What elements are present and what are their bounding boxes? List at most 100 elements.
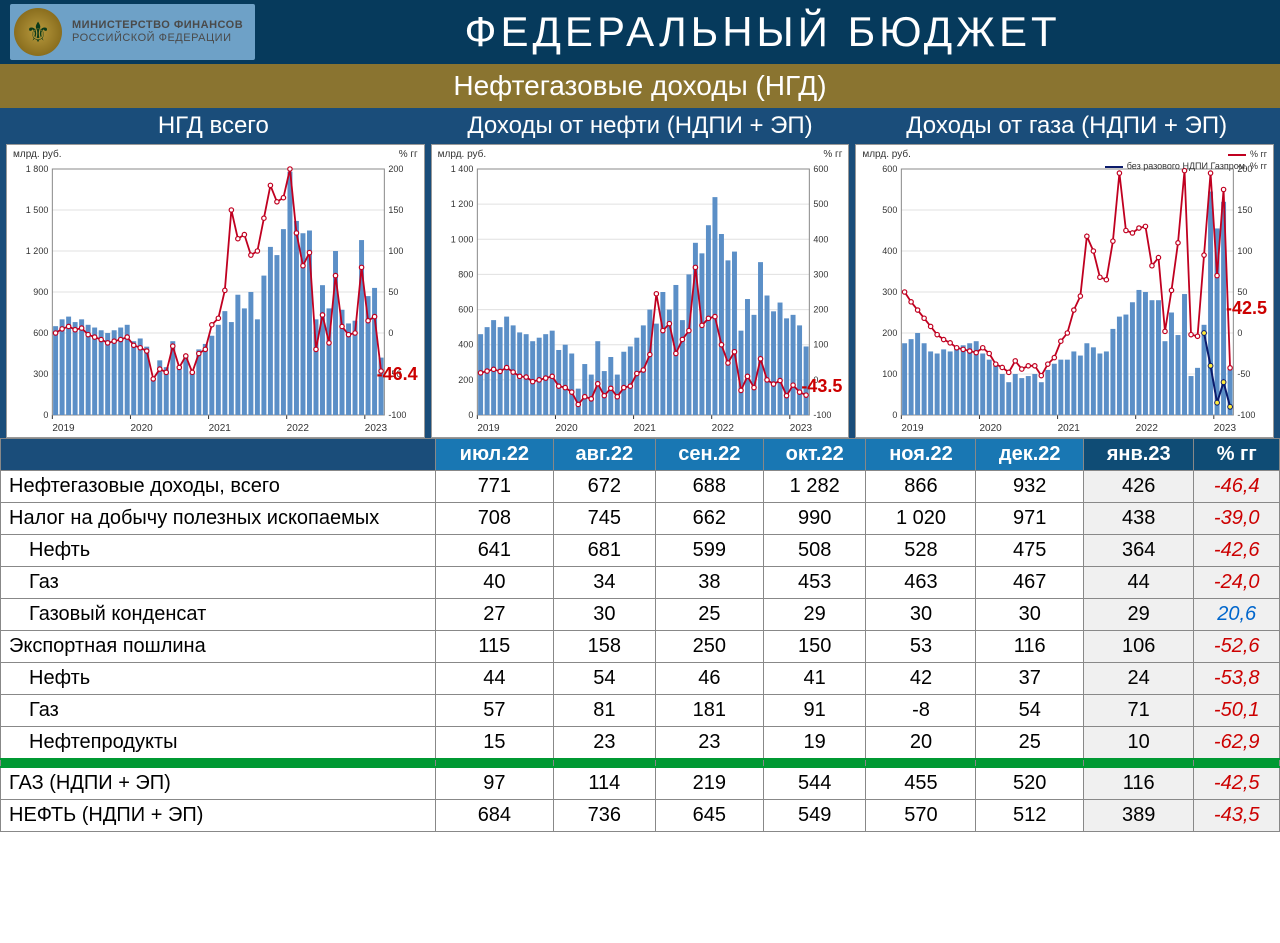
cell: 866 bbox=[866, 471, 976, 503]
chart-title-1: НГД всего bbox=[0, 112, 427, 140]
cell: 27 bbox=[435, 599, 553, 631]
svg-text:1 200: 1 200 bbox=[26, 246, 49, 256]
cell: 91 bbox=[763, 695, 866, 727]
table-row: Газ578118191-85471-50,1 bbox=[1, 695, 1280, 727]
table-row: Газ40343845346346744-24,0 bbox=[1, 567, 1280, 599]
row-label: ГАЗ (НДПИ + ЭП) bbox=[1, 767, 436, 800]
svg-text:-50: -50 bbox=[1238, 369, 1251, 379]
table-row: Нефть641681599508528475364-42,6 bbox=[1, 535, 1280, 567]
pct-cell: -62,9 bbox=[1194, 727, 1280, 760]
row-label: Нефтегазовые доходы, всего bbox=[1, 471, 436, 503]
table-row: Газовый конденсат2730252930302920,6 bbox=[1, 599, 1280, 631]
cell: 426 bbox=[1083, 471, 1193, 503]
header: ⚜ МИНИСТЕРСТВО ФИНАНСОВ РОССИЙСКОЙ ФЕДЕР… bbox=[0, 0, 1280, 64]
svg-text:300: 300 bbox=[813, 269, 828, 279]
svg-text:-100: -100 bbox=[388, 410, 406, 420]
cell: 455 bbox=[866, 767, 976, 800]
cell: 684 bbox=[435, 800, 553, 832]
svg-text:1 400: 1 400 bbox=[450, 164, 473, 174]
cell: 15 bbox=[435, 727, 553, 760]
cell: 736 bbox=[553, 800, 655, 832]
svg-text:600: 600 bbox=[33, 328, 48, 338]
cell: 30 bbox=[553, 599, 655, 631]
pct-cell: -53,8 bbox=[1194, 663, 1280, 695]
svg-text:400: 400 bbox=[883, 246, 898, 256]
chart-svg: 03006009001 2001 5001 800-100-5005010015… bbox=[7, 145, 424, 437]
cell: 645 bbox=[655, 800, 763, 832]
svg-text:2021: 2021 bbox=[1058, 423, 1081, 434]
cell: 771 bbox=[435, 471, 553, 503]
cell: 512 bbox=[976, 800, 1083, 832]
cell: 932 bbox=[976, 471, 1083, 503]
table-header: % гг bbox=[1194, 439, 1280, 471]
page: ⚜ МИНИСТЕРСТВО ФИНАНСОВ РОССИЙСКОЙ ФЕДЕР… bbox=[0, 0, 1280, 943]
svg-text:1 000: 1 000 bbox=[450, 234, 473, 244]
svg-text:100: 100 bbox=[1238, 246, 1253, 256]
svg-text:600: 600 bbox=[458, 305, 473, 315]
table-row: ГАЗ (НДПИ + ЭП)97114219544455520116-42,5 bbox=[1, 767, 1280, 800]
cell: 467 bbox=[976, 567, 1083, 599]
svg-text:2020: 2020 bbox=[130, 423, 153, 434]
svg-text:900: 900 bbox=[33, 287, 48, 297]
cell: 25 bbox=[976, 727, 1083, 760]
cell: 990 bbox=[763, 503, 866, 535]
svg-text:1 800: 1 800 bbox=[26, 164, 49, 174]
svg-text:400: 400 bbox=[458, 340, 473, 350]
svg-text:1 200: 1 200 bbox=[450, 199, 473, 209]
table-header: дек.22 bbox=[976, 439, 1083, 471]
chart-ngd_total: млрд. руб.% гг03006009001 2001 5001 800-… bbox=[6, 144, 425, 438]
cell: 1 282 bbox=[763, 471, 866, 503]
chart-oil: млрд. руб.% гг02004006008001 0001 2001 4… bbox=[431, 144, 850, 438]
pct-cell: -46,4 bbox=[1194, 471, 1280, 503]
y-right-label: % гг bbox=[399, 149, 418, 160]
table-header: ноя.22 bbox=[866, 439, 976, 471]
cell: 30 bbox=[866, 599, 976, 631]
table-header: окт.22 bbox=[763, 439, 866, 471]
svg-text:2019: 2019 bbox=[902, 423, 925, 434]
cell: 46 bbox=[655, 663, 763, 695]
pct-cell: -43,5 bbox=[1194, 800, 1280, 832]
cell: 528 bbox=[866, 535, 976, 567]
charts-row: млрд. руб.% гг03006009001 2001 5001 800-… bbox=[0, 144, 1280, 438]
end-label: -42.5 bbox=[1226, 298, 1267, 319]
svg-text:2022: 2022 bbox=[1136, 423, 1159, 434]
ministry-line1: МИНИСТЕРСТВО ФИНАНСОВ bbox=[72, 19, 243, 32]
cell: 116 bbox=[1083, 767, 1193, 800]
cell: 116 bbox=[976, 631, 1083, 663]
cell: 34 bbox=[553, 567, 655, 599]
row-label: НЕФТЬ (НДПИ + ЭП) bbox=[1, 800, 436, 832]
end-label: -43.5 bbox=[801, 376, 842, 397]
page-title: ФЕДЕРАЛЬНЫЙ БЮДЖЕТ bbox=[255, 8, 1270, 56]
svg-text:600: 600 bbox=[813, 164, 828, 174]
cell: 54 bbox=[976, 695, 1083, 727]
svg-text:1 500: 1 500 bbox=[26, 205, 49, 215]
chart-titles-row: НГД всего Доходы от нефти (НДПИ + ЭП) До… bbox=[0, 108, 1280, 144]
svg-text:2022: 2022 bbox=[711, 423, 734, 434]
cell: 745 bbox=[553, 503, 655, 535]
svg-text:200: 200 bbox=[883, 328, 898, 338]
svg-text:0: 0 bbox=[388, 328, 393, 338]
cell: 475 bbox=[976, 535, 1083, 567]
table-row: НЕФТЬ (НДПИ + ЭП)684736645549570512389-4… bbox=[1, 800, 1280, 832]
cell: 42 bbox=[866, 663, 976, 695]
svg-text:2021: 2021 bbox=[633, 423, 656, 434]
row-label: Нефть bbox=[1, 663, 436, 695]
y-right-label: % гг bbox=[823, 149, 842, 160]
table-header: янв.23 bbox=[1083, 439, 1193, 471]
cell: 463 bbox=[866, 567, 976, 599]
cell: 672 bbox=[553, 471, 655, 503]
svg-text:2023: 2023 bbox=[1214, 423, 1237, 434]
table-row: Нефть44544641423724-53,8 bbox=[1, 663, 1280, 695]
cell: 681 bbox=[553, 535, 655, 567]
svg-text:2020: 2020 bbox=[555, 423, 578, 434]
cell: 29 bbox=[1083, 599, 1193, 631]
pct-cell: -52,6 bbox=[1194, 631, 1280, 663]
svg-text:150: 150 bbox=[388, 205, 403, 215]
cell: 24 bbox=[1083, 663, 1193, 695]
svg-text:200: 200 bbox=[458, 375, 473, 385]
cell: 599 bbox=[655, 535, 763, 567]
pct-cell: -50,1 bbox=[1194, 695, 1280, 727]
svg-text:2019: 2019 bbox=[477, 423, 500, 434]
cell: 1 020 bbox=[866, 503, 976, 535]
data-table: июл.22авг.22сен.22окт.22ноя.22дек.22янв.… bbox=[0, 438, 1280, 832]
